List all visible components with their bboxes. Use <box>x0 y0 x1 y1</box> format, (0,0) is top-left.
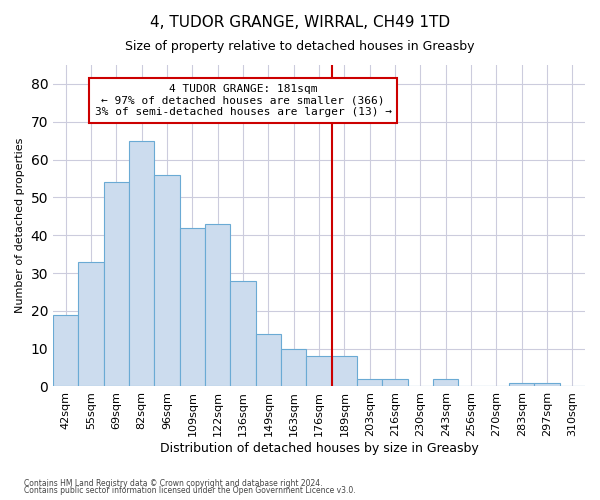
Bar <box>154 174 179 386</box>
Y-axis label: Number of detached properties: Number of detached properties <box>15 138 25 314</box>
Bar <box>281 348 307 387</box>
Bar <box>230 280 256 386</box>
Bar <box>129 140 154 386</box>
Bar <box>205 224 230 386</box>
Text: Contains public sector information licensed under the Open Government Licence v3: Contains public sector information licen… <box>24 486 356 495</box>
Bar <box>104 182 129 386</box>
Bar <box>307 356 332 386</box>
Bar <box>509 382 535 386</box>
Bar <box>256 334 281 386</box>
Text: 4 TUDOR GRANGE: 181sqm
← 97% of detached houses are smaller (366)
3% of semi-det: 4 TUDOR GRANGE: 181sqm ← 97% of detached… <box>95 84 392 117</box>
Text: Size of property relative to detached houses in Greasby: Size of property relative to detached ho… <box>125 40 475 53</box>
Bar <box>357 379 382 386</box>
Text: Contains HM Land Registry data © Crown copyright and database right 2024.: Contains HM Land Registry data © Crown c… <box>24 478 323 488</box>
Bar <box>382 379 407 386</box>
Bar <box>179 228 205 386</box>
X-axis label: Distribution of detached houses by size in Greasby: Distribution of detached houses by size … <box>160 442 478 455</box>
Bar <box>535 382 560 386</box>
Text: 4, TUDOR GRANGE, WIRRAL, CH49 1TD: 4, TUDOR GRANGE, WIRRAL, CH49 1TD <box>150 15 450 30</box>
Bar <box>79 262 104 386</box>
Bar <box>332 356 357 386</box>
Bar <box>433 379 458 386</box>
Bar <box>53 314 79 386</box>
